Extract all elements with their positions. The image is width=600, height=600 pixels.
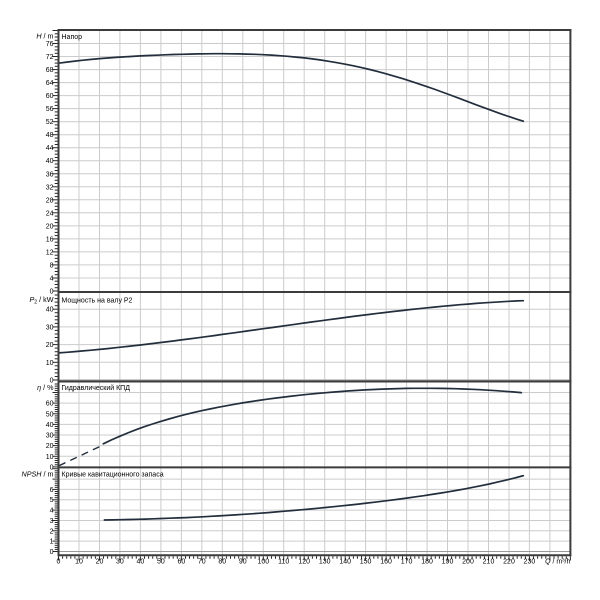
- svg-text:50: 50: [157, 559, 165, 566]
- svg-text:160: 160: [380, 559, 392, 566]
- svg-text:110: 110: [278, 559, 289, 566]
- svg-text:40: 40: [46, 422, 54, 429]
- svg-text:50: 50: [46, 411, 54, 418]
- svg-text:60: 60: [178, 559, 186, 566]
- svg-text:10: 10: [75, 559, 83, 566]
- svg-text:24: 24: [46, 210, 54, 217]
- svg-text:36: 36: [46, 171, 54, 178]
- svg-text:100: 100: [257, 559, 269, 566]
- svg-text:NPSH / m: NPSH / m: [22, 469, 54, 478]
- svg-text:120: 120: [298, 559, 310, 566]
- svg-text:20: 20: [46, 223, 54, 230]
- svg-text:90: 90: [239, 559, 247, 566]
- svg-text:Q / m³/h: Q / m³/h: [545, 559, 570, 566]
- svg-text:28: 28: [46, 197, 54, 204]
- svg-text:10: 10: [46, 454, 54, 461]
- svg-text:60: 60: [46, 401, 54, 408]
- svg-text:40: 40: [46, 307, 54, 314]
- svg-text:2: 2: [50, 528, 54, 535]
- svg-text:6: 6: [50, 487, 54, 494]
- svg-text:230: 230: [524, 559, 536, 566]
- svg-text:68: 68: [46, 67, 54, 74]
- svg-text:52: 52: [46, 119, 54, 126]
- svg-text:220: 220: [503, 559, 515, 566]
- svg-text:44: 44: [46, 145, 54, 152]
- svg-text:170: 170: [401, 559, 413, 566]
- svg-text:140: 140: [339, 559, 351, 566]
- svg-text:Мощность на валу P2: Мощность на валу P2: [62, 297, 133, 304]
- svg-text:20: 20: [46, 443, 54, 450]
- svg-text:5: 5: [50, 497, 54, 504]
- svg-text:48: 48: [46, 132, 54, 139]
- svg-text:0: 0: [50, 464, 54, 471]
- svg-text:200: 200: [462, 559, 474, 566]
- svg-text:150: 150: [360, 559, 372, 566]
- svg-text:4: 4: [50, 276, 54, 283]
- svg-text:8: 8: [50, 262, 54, 269]
- svg-text:56: 56: [46, 106, 54, 113]
- svg-text:40: 40: [46, 158, 54, 165]
- svg-text:Гидравлический КПД: Гидравлический КПД: [62, 384, 131, 392]
- svg-text:20: 20: [46, 342, 54, 349]
- svg-text:64: 64: [46, 80, 54, 87]
- svg-text:40: 40: [137, 559, 145, 566]
- svg-text:72: 72: [46, 54, 54, 61]
- svg-text:0: 0: [50, 289, 54, 296]
- svg-text:60: 60: [46, 93, 54, 100]
- svg-text:4: 4: [50, 508, 54, 515]
- svg-text:P2 / kW: P2 / kW: [29, 295, 53, 306]
- svg-text:70: 70: [198, 559, 206, 566]
- svg-text:Напор: Напор: [62, 34, 83, 41]
- svg-text:32: 32: [46, 184, 54, 191]
- svg-text:H / m: H / m: [36, 31, 53, 40]
- svg-text:0: 0: [57, 559, 61, 566]
- svg-text:16: 16: [46, 236, 54, 243]
- svg-text:Кривые кавитационного запаса: Кривые кавитационного запаса: [62, 471, 164, 478]
- svg-text:80: 80: [218, 559, 226, 566]
- svg-text:30: 30: [46, 433, 54, 440]
- svg-text:0: 0: [50, 378, 54, 385]
- svg-text:210: 210: [483, 559, 495, 566]
- svg-text:190: 190: [442, 559, 454, 566]
- svg-text:20: 20: [96, 559, 104, 566]
- svg-text:30: 30: [116, 559, 124, 566]
- svg-text:η / %: η / %: [37, 383, 54, 392]
- svg-text:12: 12: [46, 249, 54, 256]
- svg-text:30: 30: [46, 324, 54, 331]
- svg-text:180: 180: [421, 559, 433, 566]
- svg-text:3: 3: [50, 518, 54, 525]
- svg-text:0: 0: [50, 549, 54, 556]
- svg-text:10: 10: [46, 360, 54, 367]
- svg-text:76: 76: [46, 41, 54, 48]
- svg-text:1: 1: [50, 539, 54, 546]
- svg-text:130: 130: [319, 559, 331, 566]
